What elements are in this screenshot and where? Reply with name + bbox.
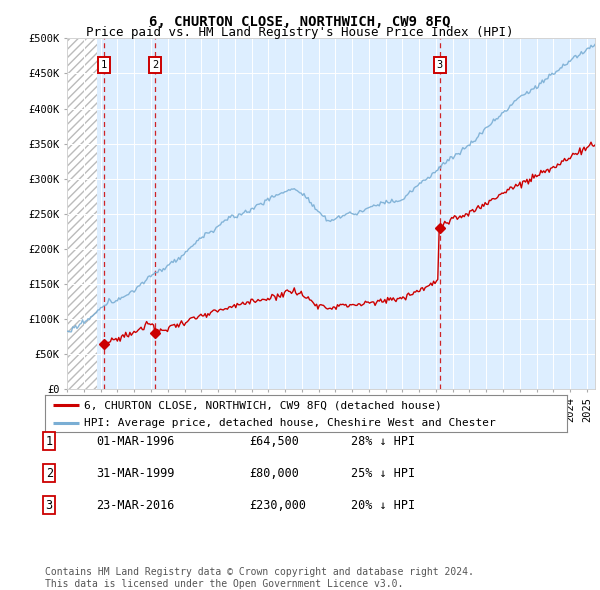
Text: 3: 3 (437, 60, 443, 70)
Text: Contains HM Land Registry data © Crown copyright and database right 2024.
This d: Contains HM Land Registry data © Crown c… (45, 567, 474, 589)
Text: 20% ↓ HPI: 20% ↓ HPI (351, 499, 415, 512)
Text: 25% ↓ HPI: 25% ↓ HPI (351, 467, 415, 480)
Text: £230,000: £230,000 (249, 499, 306, 512)
Text: 1: 1 (46, 435, 53, 448)
Text: 1: 1 (100, 60, 107, 70)
Text: 6, CHURTON CLOSE, NORTHWICH, CW9 8FQ: 6, CHURTON CLOSE, NORTHWICH, CW9 8FQ (149, 15, 451, 30)
Text: £64,500: £64,500 (249, 435, 299, 448)
Text: 2: 2 (152, 60, 158, 70)
Text: 3: 3 (46, 499, 53, 512)
Text: £80,000: £80,000 (249, 467, 299, 480)
Text: Price paid vs. HM Land Registry's House Price Index (HPI): Price paid vs. HM Land Registry's House … (86, 26, 514, 39)
Bar (67, 31, 97, 389)
Text: 28% ↓ HPI: 28% ↓ HPI (351, 435, 415, 448)
Text: 01-MAR-1996: 01-MAR-1996 (96, 435, 175, 448)
Text: HPI: Average price, detached house, Cheshire West and Chester: HPI: Average price, detached house, Ches… (84, 418, 496, 428)
Text: 2: 2 (46, 467, 53, 480)
Text: 31-MAR-1999: 31-MAR-1999 (96, 467, 175, 480)
Text: 6, CHURTON CLOSE, NORTHWICH, CW9 8FQ (detached house): 6, CHURTON CLOSE, NORTHWICH, CW9 8FQ (de… (84, 400, 442, 410)
Text: 23-MAR-2016: 23-MAR-2016 (96, 499, 175, 512)
